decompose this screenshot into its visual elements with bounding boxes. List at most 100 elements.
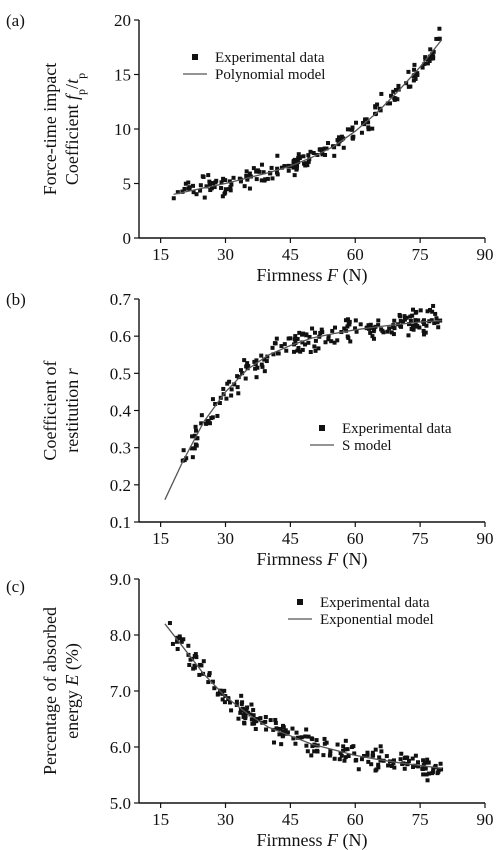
- data-point: [293, 741, 298, 746]
- data-point: [251, 707, 256, 712]
- data-point: [386, 763, 391, 768]
- data-point: [301, 331, 306, 336]
- data-point: [421, 328, 426, 333]
- data-point: [365, 750, 370, 755]
- data-point: [270, 345, 275, 350]
- data-point: [204, 184, 209, 189]
- data-point: [353, 758, 358, 763]
- data-point: [201, 659, 206, 664]
- data-point: [194, 436, 199, 441]
- data-point: [395, 97, 400, 102]
- data-point: [377, 755, 382, 760]
- data-point: [433, 763, 438, 768]
- data-point: [430, 309, 435, 314]
- data-point: [306, 734, 311, 739]
- data-point: [388, 101, 393, 106]
- data-point: [297, 155, 302, 160]
- data-point: [391, 89, 396, 94]
- data-point: [258, 716, 263, 721]
- data-point: [425, 309, 430, 314]
- data-point: [250, 721, 255, 726]
- y-tick-label: 0.4: [110, 402, 132, 421]
- data-point: [242, 184, 247, 189]
- data-point: [417, 325, 422, 330]
- data-point: [401, 320, 406, 325]
- x-tick-label: 75: [412, 529, 429, 548]
- data-point: [279, 344, 284, 349]
- data-point: [398, 323, 403, 328]
- x-tick-label: 60: [347, 245, 364, 264]
- data-point: [346, 753, 351, 758]
- data-point: [362, 754, 367, 759]
- data-point: [237, 176, 242, 181]
- data-point: [194, 443, 199, 448]
- data-point: [392, 96, 397, 101]
- data-point: [309, 753, 314, 758]
- data-point: [411, 307, 416, 312]
- data-point: [194, 192, 199, 197]
- data-point: [175, 635, 180, 640]
- data-point: [243, 376, 248, 381]
- data-point: [366, 125, 371, 130]
- data-point: [286, 168, 291, 173]
- data-point: [268, 718, 273, 723]
- y-axis-title-line2: energy E (%): [62, 643, 83, 739]
- data-point: [245, 705, 250, 710]
- data-point: [238, 368, 243, 373]
- data-point: [304, 743, 309, 748]
- data-point: [251, 713, 256, 718]
- data-point: [408, 319, 413, 324]
- data-point: [290, 726, 295, 731]
- data-point: [435, 320, 440, 325]
- data-point: [336, 142, 341, 147]
- data-point: [279, 165, 284, 170]
- data-point: [295, 336, 300, 341]
- data-point: [275, 172, 280, 177]
- data-point: [183, 181, 188, 186]
- data-point: [181, 448, 186, 453]
- data-point: [322, 741, 327, 746]
- data-point: [415, 72, 420, 77]
- y-tick-label: 0.1: [110, 513, 131, 532]
- data-point: [255, 365, 260, 370]
- data-point: [177, 636, 182, 641]
- data-point: [421, 318, 426, 323]
- data-point: [229, 182, 234, 187]
- data-point: [312, 344, 317, 349]
- data-point: [253, 726, 258, 731]
- data-point: [275, 351, 280, 356]
- data-point: [406, 322, 411, 327]
- y-tick-label: 0.5: [110, 364, 131, 383]
- data-point: [248, 712, 253, 717]
- data-point: [263, 719, 268, 724]
- data-point: [391, 758, 396, 763]
- data-point: [313, 338, 318, 343]
- model-curve: [164, 623, 442, 769]
- data-point: [200, 174, 205, 179]
- data-point: [291, 736, 296, 741]
- data-point: [311, 150, 316, 155]
- data-point: [199, 421, 204, 426]
- data-point: [427, 308, 432, 313]
- data-point: [421, 758, 426, 763]
- x-tick-label: 75: [412, 245, 429, 264]
- data-point: [244, 173, 249, 178]
- data-point: [389, 330, 394, 335]
- data-point: [254, 719, 259, 724]
- data-point: [436, 768, 441, 773]
- data-point: [313, 330, 318, 335]
- data-point: [416, 764, 421, 769]
- data-point: [293, 340, 298, 345]
- data-point: [379, 91, 384, 96]
- data-point: [199, 663, 204, 668]
- data-point: [336, 135, 341, 140]
- data-point: [371, 336, 376, 341]
- data-point: [376, 323, 381, 328]
- data-point: [402, 317, 407, 322]
- data-point: [219, 180, 224, 185]
- data-point: [428, 47, 433, 52]
- data-point: [280, 734, 285, 739]
- data-point: [304, 727, 309, 732]
- data-point: [292, 173, 297, 178]
- chart-panel-c: (c) 15 30 45 60 75 90 5.0 6.0 7.0 8.0 9.0 Firmness F…: [6, 570, 494, 850]
